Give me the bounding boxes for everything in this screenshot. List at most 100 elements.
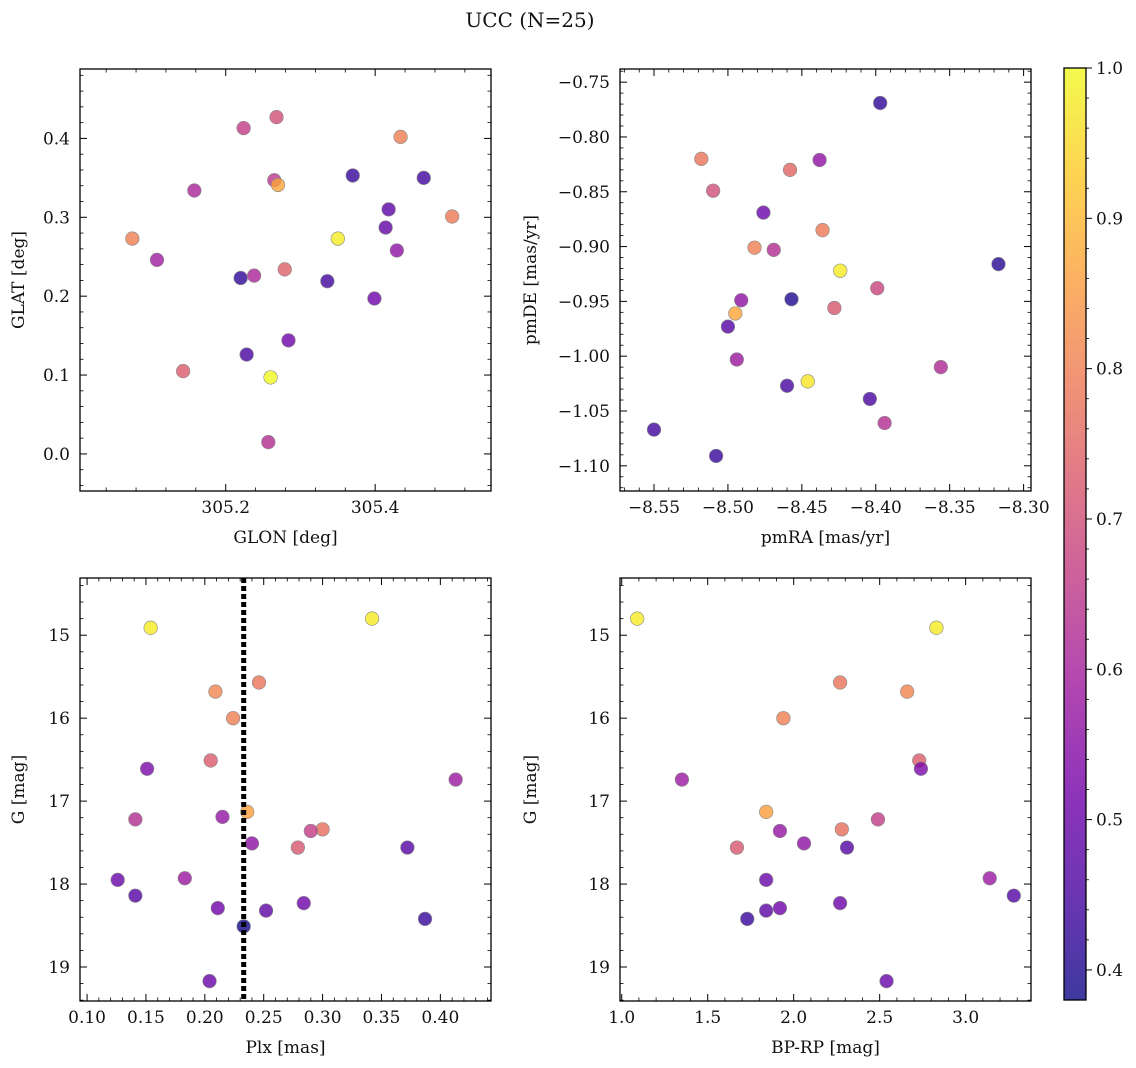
scatter-point bbox=[877, 415, 892, 431]
colorbar-frame bbox=[1063, 67, 1087, 1001]
scatter-point bbox=[110, 872, 125, 888]
scatter-point bbox=[258, 903, 274, 918]
scatter-point bbox=[125, 231, 140, 246]
scatter-point bbox=[187, 183, 202, 198]
scatter-point bbox=[772, 901, 788, 916]
scatter-point bbox=[827, 300, 842, 316]
scatter-point bbox=[728, 306, 743, 321]
scatter-point bbox=[776, 711, 791, 726]
x-tick-label: 0.35 bbox=[363, 1008, 401, 1028]
scatter-point bbox=[772, 823, 788, 839]
scatter-point bbox=[140, 761, 155, 776]
y-tick-label: 15 bbox=[48, 626, 70, 646]
colorbar-tick-label: 0.8 bbox=[1096, 360, 1123, 380]
scatter-point bbox=[445, 209, 460, 224]
scatter-point bbox=[782, 162, 798, 177]
scatter-point bbox=[364, 611, 380, 626]
y-tick-label: 18 bbox=[48, 875, 70, 895]
scatter-point bbox=[833, 675, 848, 690]
scatter-point bbox=[779, 378, 795, 393]
scatter-point bbox=[646, 422, 662, 437]
y-tick-label: −0.90 bbox=[558, 238, 610, 258]
scatter-point bbox=[759, 804, 774, 819]
colorbar-tick-label: 0.4 bbox=[1096, 961, 1123, 981]
scatter-point bbox=[729, 352, 744, 367]
scatter-point bbox=[833, 263, 848, 278]
scatter-points bbox=[630, 611, 1021, 989]
scatter-point bbox=[759, 903, 774, 918]
y-tick-label: 0.2 bbox=[43, 287, 70, 307]
scatter-point bbox=[296, 896, 311, 911]
scatter-point bbox=[270, 177, 286, 193]
y-axis-label: G [mag] bbox=[521, 755, 541, 824]
scatter-point bbox=[833, 896, 848, 911]
scatter-point bbox=[812, 152, 827, 168]
y-tick-label: 19 bbox=[588, 958, 610, 978]
y-tick-label: −0.75 bbox=[558, 73, 610, 93]
scatter-point bbox=[320, 274, 335, 289]
scatter-point bbox=[740, 911, 755, 926]
scatter-point bbox=[815, 223, 830, 238]
scatter-point bbox=[706, 183, 721, 198]
x-tick-label: 0.10 bbox=[68, 1008, 106, 1028]
scatter-point bbox=[303, 823, 318, 839]
x-axis-label: Plx [mas] bbox=[245, 1038, 325, 1058]
x-axis-label: pmRA [mas/yr] bbox=[761, 528, 890, 548]
y-tick-label: 0.1 bbox=[43, 366, 70, 386]
scatter-point bbox=[244, 836, 260, 851]
axes-frame bbox=[619, 577, 1032, 1002]
x-tick-label: −8.50 bbox=[702, 498, 754, 518]
scatter-point bbox=[870, 281, 885, 296]
scatter-points bbox=[125, 110, 460, 450]
axis-ticks: 305.2 305.4 0.0 0.1 0.2 0.3 0.4 bbox=[43, 69, 491, 518]
scatter-point bbox=[177, 871, 192, 886]
x-tick-label: 0.20 bbox=[186, 1008, 224, 1028]
scatter-point bbox=[756, 205, 771, 220]
scatter-point bbox=[389, 243, 404, 258]
scatter-point bbox=[982, 871, 997, 886]
scatter-point bbox=[674, 772, 690, 787]
scatter-point bbox=[281, 333, 296, 348]
y-tick-label: −1.05 bbox=[558, 402, 610, 422]
scatter-point bbox=[143, 620, 158, 635]
scatter-point bbox=[796, 836, 812, 851]
scatter-points bbox=[110, 611, 463, 989]
scatter-panel-color-magnitude: 1.0 1.5 2.0 2.5 3.0 15 16 17 18 19 BP-RP [mag] G [m… bbox=[521, 577, 1032, 1058]
scatter-panel-plx-g: 0.10 0.15 0.20 0.25 0.30 0.35 0.40 15 16 17 18 19 Pl… bbox=[9, 577, 492, 1058]
scatter-point bbox=[203, 753, 218, 768]
y-tick-label: 0.4 bbox=[43, 129, 70, 149]
colorbar: 0.4 0.5 0.6 0.7 0.8 0.9 1.0 bbox=[1063, 59, 1123, 1001]
scatter-point bbox=[766, 242, 781, 257]
y-tick-label: −0.80 bbox=[558, 128, 610, 148]
scatter-point bbox=[378, 220, 393, 235]
scatter-point bbox=[149, 252, 165, 267]
scatter-point bbox=[879, 973, 894, 989]
y-tick-label: 19 bbox=[48, 958, 70, 978]
y-axis-label: G [mag] bbox=[9, 755, 29, 824]
scatter-point bbox=[870, 812, 886, 827]
scatter-point bbox=[873, 95, 888, 111]
y-tick-label: 18 bbox=[588, 875, 610, 895]
scatter-point bbox=[729, 840, 745, 855]
colorbar-tick-label: 1.0 bbox=[1096, 59, 1123, 79]
colorbar-tick-label: 0.9 bbox=[1096, 209, 1123, 229]
scatter-panel-pm: −8.55 −8.50 −8.45 −8.40 −8.35 −8.30 −1.10 −1.05… bbox=[521, 68, 1050, 548]
scatter-point bbox=[694, 151, 709, 166]
scatter-point bbox=[367, 291, 382, 306]
scatter-point bbox=[417, 911, 433, 926]
y-axis-label: pmDE [mas/yr] bbox=[521, 215, 541, 345]
y-tick-label: −0.85 bbox=[558, 183, 610, 203]
scatter-point bbox=[720, 319, 736, 334]
x-tick-label: 305.4 bbox=[351, 498, 400, 518]
scatter-point bbox=[247, 268, 262, 283]
scatter-point bbox=[176, 364, 191, 379]
scatter-point bbox=[225, 711, 241, 726]
y-tick-label: 15 bbox=[588, 626, 610, 646]
axis-ticks: 0.10 0.15 0.20 0.25 0.30 0.35 0.40 15 16 17 18 19 bbox=[48, 578, 491, 1028]
x-tick-label: 2.0 bbox=[780, 1008, 807, 1028]
y-tick-label: 17 bbox=[48, 792, 70, 812]
scatter-point bbox=[330, 231, 345, 246]
x-tick-label: −8.40 bbox=[850, 498, 902, 518]
scatter-point bbox=[448, 772, 463, 787]
y-tick-label: 16 bbox=[588, 709, 610, 729]
